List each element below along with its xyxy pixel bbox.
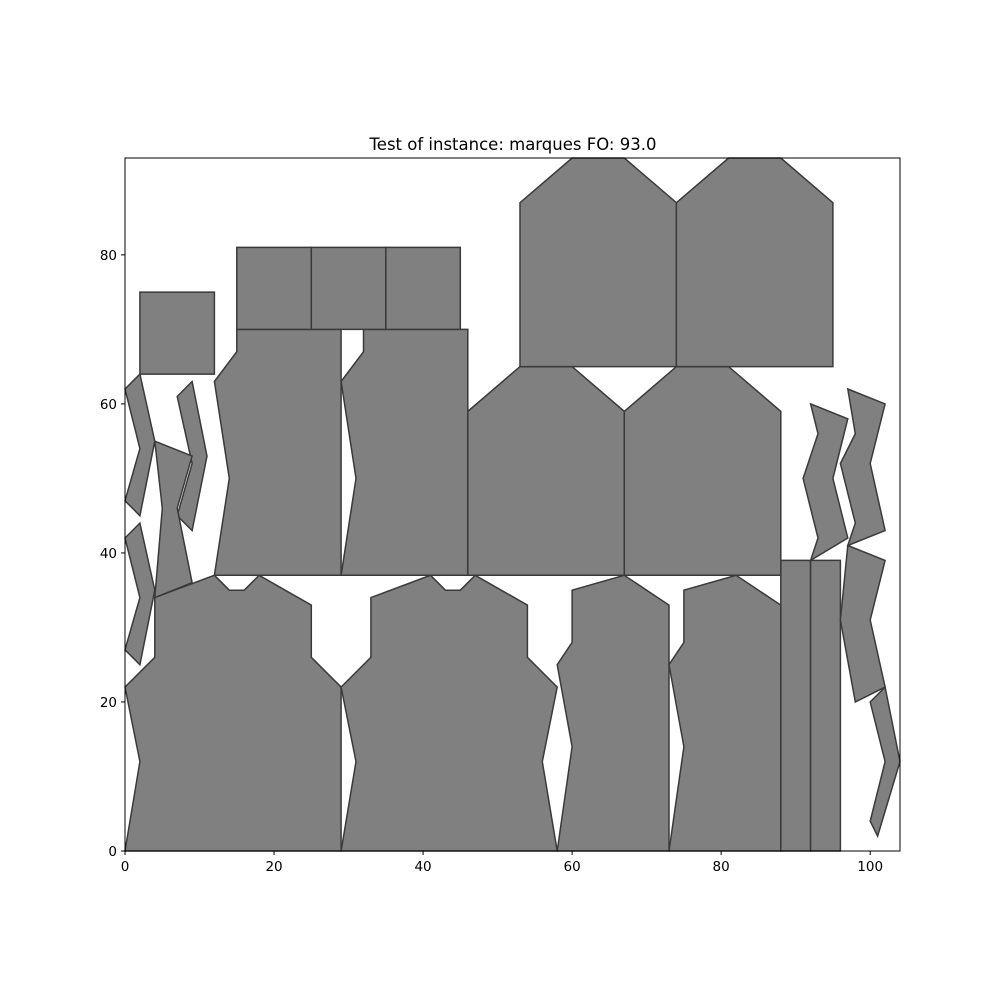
piece-20 [153, 440, 194, 599]
x-tick-label: 0 [121, 859, 130, 875]
piece-23 [839, 544, 886, 704]
piece-9 [467, 365, 626, 577]
x-tick-label: 60 [564, 859, 581, 875]
y-axis: 0 20 40 60 80 [100, 248, 125, 860]
piece-17 [124, 372, 156, 518]
piece-15 [385, 246, 462, 331]
piece-24 [869, 685, 901, 839]
x-tick-label: 20 [265, 859, 282, 875]
piece-12 [675, 157, 834, 368]
piece-2 [340, 574, 559, 852]
y-tick-label: 0 [108, 844, 117, 860]
piece-18 [124, 521, 156, 667]
x-tick-label: 40 [414, 859, 431, 875]
piece-7 [213, 328, 342, 577]
x-tick-label: 100 [857, 859, 883, 875]
chart-title: Test of instance: marques FO: 93.0 [369, 135, 657, 154]
piece-1 [124, 574, 342, 852]
piece-16 [139, 291, 216, 375]
piece-22 [839, 387, 886, 547]
piece-3 [556, 574, 670, 852]
x-axis: 0 20 40 60 80 100 [121, 851, 883, 875]
piece-13 [236, 246, 313, 331]
piece-14 [310, 246, 387, 331]
piece-6 [809, 559, 842, 852]
y-tick-label: 80 [100, 248, 117, 264]
piece-11 [519, 157, 678, 368]
piece-10 [623, 365, 782, 577]
x-tick-label: 80 [713, 859, 730, 875]
y-tick-label: 60 [100, 397, 117, 413]
pieces-layer [124, 157, 901, 852]
y-tick-label: 40 [100, 546, 117, 562]
piece-4 [668, 574, 782, 852]
piece-5 [780, 559, 812, 852]
axes-frame [124, 157, 901, 852]
y-tick-label: 20 [100, 695, 117, 711]
piece-8 [340, 328, 469, 577]
piece-21 [802, 402, 849, 563]
